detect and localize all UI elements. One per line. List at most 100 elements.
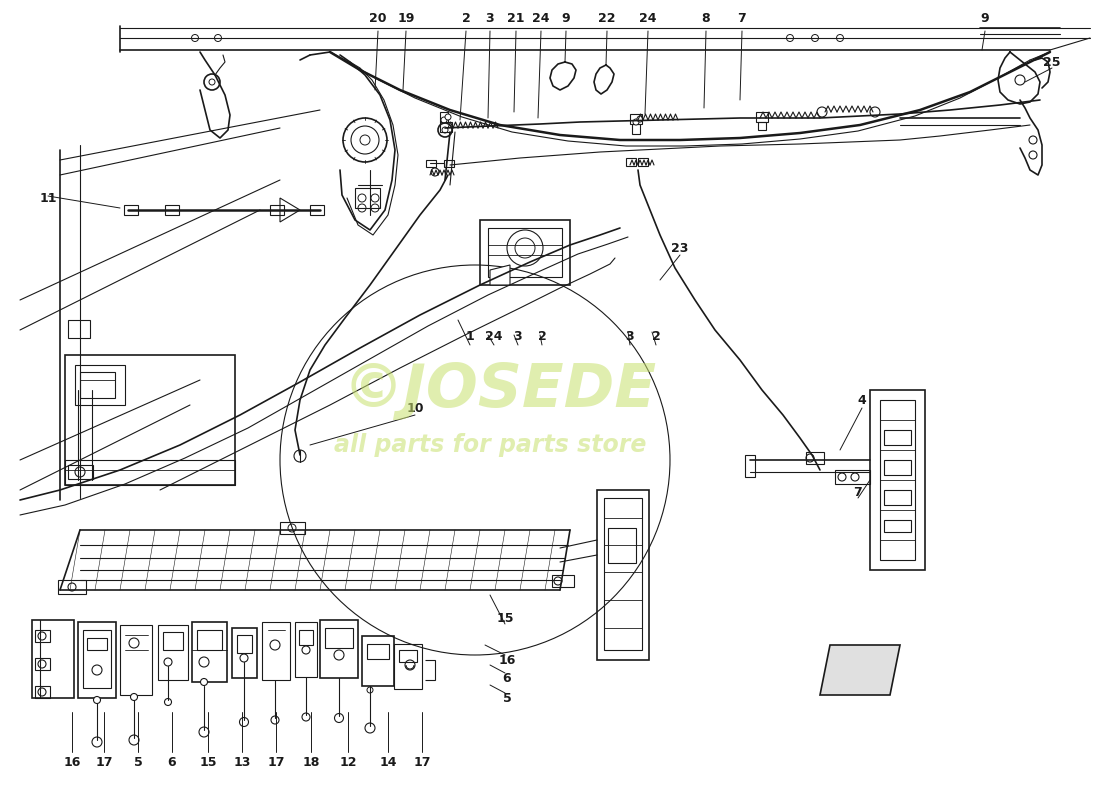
Text: 5: 5	[133, 755, 142, 769]
Text: 22: 22	[598, 11, 616, 25]
Polygon shape	[490, 265, 510, 285]
Text: 21: 21	[507, 11, 525, 25]
Text: 15: 15	[199, 755, 217, 769]
Text: ©JOSEDE: ©JOSEDE	[343, 361, 657, 419]
Circle shape	[94, 697, 100, 703]
Bar	[87, 638, 107, 650]
Text: 18: 18	[302, 755, 320, 769]
Circle shape	[367, 687, 373, 693]
Bar	[197, 630, 222, 650]
Circle shape	[360, 135, 370, 145]
Bar	[745, 455, 755, 477]
Bar	[310, 205, 324, 215]
Bar	[35, 630, 50, 642]
Bar	[78, 622, 116, 698]
Text: 17: 17	[96, 755, 112, 769]
Text: 12: 12	[339, 755, 356, 769]
Bar	[80, 372, 116, 398]
Text: 16: 16	[64, 755, 80, 769]
Text: 2: 2	[462, 11, 471, 25]
Text: 10: 10	[406, 402, 424, 414]
Text: 16: 16	[498, 654, 516, 666]
Text: 25: 25	[1043, 55, 1060, 69]
Bar	[394, 644, 422, 689]
Bar	[75, 365, 125, 405]
Circle shape	[200, 678, 208, 686]
Bar	[295, 622, 317, 677]
Bar	[884, 520, 911, 532]
Circle shape	[165, 698, 172, 706]
Bar	[32, 620, 74, 698]
Text: 4: 4	[858, 394, 867, 406]
Text: 24: 24	[485, 330, 503, 343]
Bar	[320, 620, 358, 678]
Circle shape	[39, 688, 46, 696]
Bar	[806, 452, 824, 464]
Bar	[163, 632, 183, 650]
Circle shape	[441, 117, 447, 123]
Bar	[367, 644, 389, 659]
Bar	[124, 205, 138, 215]
Bar	[120, 625, 152, 695]
Bar	[280, 522, 305, 534]
Bar	[158, 625, 188, 680]
Text: 13: 13	[233, 755, 251, 769]
Text: 20: 20	[370, 11, 387, 25]
Bar	[626, 158, 636, 166]
Circle shape	[637, 116, 644, 122]
Bar	[355, 188, 380, 208]
Text: 8: 8	[702, 11, 711, 25]
Bar	[65, 355, 235, 485]
Text: 3: 3	[514, 330, 522, 343]
Text: 7: 7	[854, 486, 862, 498]
Bar	[638, 158, 648, 166]
Circle shape	[39, 632, 46, 640]
Bar	[488, 228, 562, 277]
Bar	[82, 630, 111, 688]
Bar	[426, 160, 436, 167]
Text: 2: 2	[538, 330, 547, 343]
Bar	[884, 460, 911, 475]
Bar	[35, 658, 50, 670]
Bar	[440, 112, 448, 122]
Text: 6: 6	[503, 671, 512, 685]
Circle shape	[446, 114, 451, 120]
Bar	[835, 470, 870, 484]
Circle shape	[131, 694, 138, 701]
Bar	[324, 628, 353, 648]
Text: 1: 1	[465, 330, 474, 343]
Bar	[440, 122, 452, 132]
Text: 2: 2	[651, 330, 660, 343]
Bar	[68, 320, 90, 338]
Bar	[165, 205, 179, 215]
Text: 24: 24	[639, 11, 657, 25]
Bar	[870, 390, 925, 570]
Bar	[65, 460, 235, 485]
Text: 11: 11	[40, 191, 57, 205]
Bar	[192, 622, 227, 682]
Bar	[756, 112, 768, 122]
Text: 17: 17	[414, 755, 431, 769]
Bar	[632, 124, 640, 134]
Bar	[597, 490, 649, 660]
Bar	[58, 580, 86, 594]
Text: 5: 5	[503, 691, 512, 705]
Polygon shape	[820, 645, 900, 695]
Text: all parts for parts store: all parts for parts store	[333, 433, 646, 457]
Bar	[270, 205, 284, 215]
Bar	[236, 635, 252, 653]
Bar	[552, 575, 574, 587]
Text: 24: 24	[532, 11, 550, 25]
Bar	[35, 686, 50, 698]
Circle shape	[39, 660, 46, 668]
Text: 19: 19	[397, 11, 415, 25]
Bar	[262, 622, 290, 680]
Bar	[884, 490, 911, 505]
Text: 6: 6	[167, 755, 176, 769]
Text: 15: 15	[496, 611, 514, 625]
Text: 9: 9	[562, 11, 570, 25]
Bar	[68, 465, 94, 479]
Bar	[362, 636, 394, 686]
Text: 14: 14	[379, 755, 397, 769]
Text: 3: 3	[626, 330, 635, 343]
